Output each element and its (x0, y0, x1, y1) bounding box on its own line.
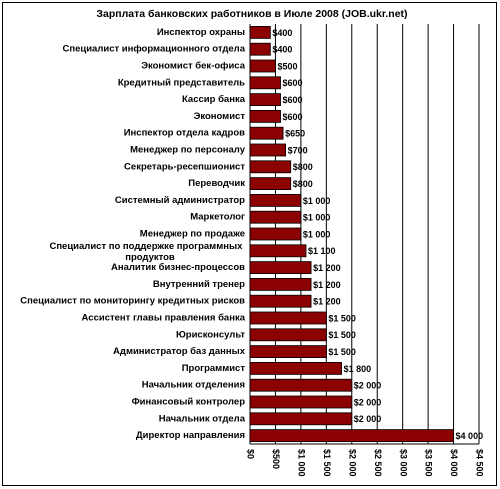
data-label: $1 200 (313, 263, 341, 273)
x-tick-label: $4 000 (449, 449, 459, 477)
data-label: $1 000 (303, 213, 331, 223)
bar (249, 429, 454, 443)
y-tick-label: Менеджер по персоналу (130, 145, 246, 156)
data-label: $600 (283, 112, 303, 122)
data-label: $1 500 (328, 313, 356, 323)
data-label: $1 200 (313, 280, 341, 290)
data-label: $800 (293, 162, 313, 172)
y-tick-label: Программист (182, 363, 246, 374)
y-tick-label: Переводчик (188, 178, 245, 189)
bar (249, 277, 312, 291)
bar (249, 93, 281, 106)
y-tick-label: Кредитный представитель (118, 77, 245, 88)
y-tick-label: Секретарь-ресепшионист (124, 161, 245, 172)
bar (249, 193, 302, 207)
data-label: $1 500 (328, 347, 356, 357)
data-label: $1 000 (303, 196, 331, 206)
bar (249, 361, 342, 375)
y-tick-label: Юрисконсульт (176, 329, 245, 340)
bar (249, 126, 284, 140)
y-tick-label: Менеджер по продаже (140, 229, 245, 240)
bar (249, 412, 353, 426)
bar (249, 311, 327, 325)
y-tick-label: Начальник отделения (142, 380, 245, 391)
data-label: $800 (293, 179, 313, 189)
data-label: $2 000 (354, 397, 382, 407)
y-tick-label: Экономист (194, 111, 246, 122)
data-label: $1 000 (303, 229, 331, 239)
y-tick-label: Инспектор охраны (157, 27, 245, 38)
y-tick-label: Финансовый контролер (132, 397, 246, 408)
data-label: $4 000 (456, 431, 484, 441)
bar (249, 210, 302, 224)
y-tick-label: Администратор баз данных (113, 346, 246, 357)
bar (249, 244, 307, 258)
data-label: $650 (285, 129, 305, 139)
y-tick-label: Специалист по мониторингу кредитных риск… (20, 296, 245, 307)
y-tick-label: Внутренний тренер (153, 279, 245, 290)
chart-title: Зарплата банковских работников в Июле 20… (96, 8, 407, 20)
y-tick-label: Инспектор отдела кадров (124, 128, 245, 139)
data-label: $500 (277, 61, 297, 71)
y-tick-label: Ассистент главы правления банка (82, 313, 246, 324)
bar (249, 42, 271, 56)
y-tick-label: Кассир банка (182, 94, 246, 105)
bar (249, 395, 353, 409)
y-tick-label: Экономист бек-офиса (141, 61, 245, 72)
x-tick-label: $0 (246, 449, 256, 459)
bar (249, 76, 281, 90)
x-tick-label: $3 000 (398, 449, 408, 477)
bar (249, 294, 312, 308)
data-label: $2 000 (354, 414, 382, 424)
x-tick-label: $2 500 (373, 449, 383, 477)
data-label: $1 500 (328, 330, 356, 340)
data-label: $600 (283, 95, 303, 105)
bar (249, 110, 281, 123)
data-label: $1 200 (313, 297, 341, 307)
data-label: $600 (283, 78, 303, 88)
bar (249, 345, 327, 359)
x-tick-label: $3 500 (424, 449, 434, 477)
bar (249, 177, 292, 191)
x-tick-label: $500 (271, 449, 281, 469)
x-tick-label: $2 000 (347, 449, 357, 477)
bar (249, 160, 292, 174)
data-label: $700 (288, 145, 308, 155)
data-label: $2 000 (354, 381, 382, 391)
y-tick-label: Специалист по поддержке программных прод… (49, 240, 245, 262)
bar (249, 59, 276, 73)
x-tick-label: $1 500 (322, 449, 332, 477)
data-label: $400 (272, 28, 292, 38)
y-tick-label: Системный администратор (115, 195, 245, 206)
y-tick-label: Аналитик бизнес-процессов (111, 262, 245, 273)
bar (249, 25, 271, 39)
y-tick-label: Маркетолог (190, 212, 245, 223)
data-label: $400 (272, 45, 292, 55)
data-label: $1 800 (344, 364, 372, 374)
bar (249, 328, 327, 342)
x-tick-label: $4 500 (475, 449, 485, 477)
bar (249, 227, 302, 241)
y-tick-label: Начальник отдела (159, 413, 246, 424)
x-tick-label: $1 000 (297, 449, 307, 477)
y-tick-label: Директор направления (136, 430, 245, 441)
data-label: $1 100 (308, 246, 336, 256)
bar (249, 143, 287, 157)
y-tick-label: Специалист информационного отдела (63, 44, 246, 55)
bar (249, 378, 353, 392)
bar (249, 261, 312, 275)
